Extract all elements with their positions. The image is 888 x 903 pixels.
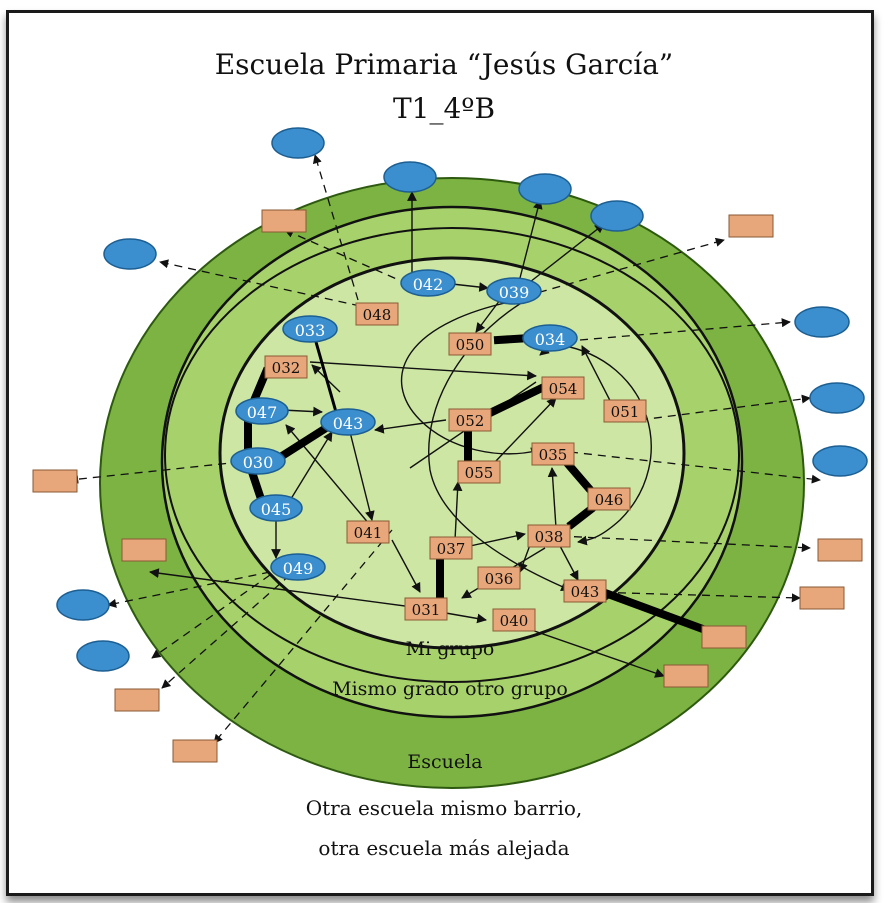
- outer-boy-node: [32, 469, 78, 493]
- svg-text:055: 055: [465, 464, 494, 482]
- node-030: 030: [230, 447, 286, 475]
- outer-boy-node: [172, 739, 218, 763]
- dashed-links: [69, 154, 821, 744]
- node-043-boy: 043: [563, 579, 607, 603]
- node-045: 045: [249, 494, 303, 522]
- svg-text:048: 048: [363, 306, 392, 324]
- outer-girl-node: [383, 161, 437, 193]
- node-039: 039: [486, 277, 542, 305]
- node-034: 034: [522, 324, 578, 352]
- school-ring-line: [164, 227, 740, 683]
- zone-label-mi-grupo: Mi grupo: [406, 638, 495, 660]
- node-047: 047: [235, 397, 289, 425]
- svg-text:032: 032: [272, 359, 301, 377]
- outer-girl-node: [518, 173, 572, 205]
- svg-text:039: 039: [499, 283, 530, 302]
- outer-girl-node: [809, 382, 865, 414]
- node-031: 031: [404, 597, 448, 621]
- outer-girl-node: [794, 306, 850, 338]
- node-041: 041: [346, 520, 390, 544]
- outer-boy-node: [799, 586, 845, 610]
- outer-girl-node: [812, 445, 868, 477]
- labeled-nodes: 042 039 033 034 047 043 030 045: [230, 269, 647, 632]
- outer-girl-node: [590, 200, 644, 232]
- svg-text:043: 043: [571, 583, 600, 601]
- outer-girl-node: [76, 640, 130, 672]
- svg-text:037: 037: [437, 540, 466, 558]
- svg-text:052: 052: [456, 412, 485, 430]
- svg-text:041: 041: [354, 524, 383, 542]
- node-036: 036: [477, 566, 521, 590]
- outer-boy-node: [121, 538, 167, 562]
- node-046: 046: [587, 487, 631, 511]
- zone-label-escuela: Escuela: [407, 751, 482, 773]
- node-043: 043: [320, 408, 376, 436]
- svg-text:049: 049: [283, 559, 314, 578]
- node-042: 042: [400, 269, 456, 297]
- diagram-title: Escuela Primaria “Jesús García”: [214, 48, 674, 81]
- zone-label-mas-alejada: otra escuela más alejada: [318, 836, 570, 860]
- svg-text:042: 042: [413, 275, 444, 294]
- svg-text:054: 054: [549, 380, 578, 398]
- outer-boy-node: [701, 625, 747, 649]
- outer-boy-node: [114, 688, 160, 712]
- inner-circle: [218, 256, 686, 650]
- svg-text:030: 030: [243, 453, 274, 472]
- outer-girl-node: [56, 589, 110, 621]
- svg-text:038: 038: [535, 528, 564, 546]
- node-037: 037: [429, 536, 473, 560]
- node-051: 051: [603, 399, 647, 423]
- svg-text:043: 043: [333, 414, 364, 433]
- svg-text:035: 035: [539, 446, 568, 464]
- svg-text:034: 034: [535, 330, 566, 349]
- svg-text:033: 033: [295, 321, 326, 340]
- svg-text:040: 040: [500, 612, 529, 630]
- zone-label-mismo-grado: Mismo grado otro grupo: [332, 678, 568, 700]
- svg-text:046: 046: [595, 491, 624, 509]
- svg-text:031: 031: [412, 601, 441, 619]
- outer-nodes: [32, 127, 868, 763]
- outer-girl-node: [103, 238, 157, 270]
- svg-text:051: 051: [611, 403, 640, 421]
- node-033: 033: [282, 315, 338, 343]
- node-040: 040: [492, 608, 536, 632]
- outer-girl-node: [271, 127, 325, 159]
- svg-text:050: 050: [456, 336, 485, 354]
- outer-boy-node: [817, 538, 863, 562]
- node-035: 035: [531, 442, 575, 466]
- outer-boy-node: [728, 214, 774, 238]
- node-050: 050: [448, 332, 492, 356]
- node-049: 049: [270, 553, 326, 581]
- zone-label-otra-escuela: Otra escuela mismo barrio,: [305, 796, 583, 820]
- node-032: 032: [264, 355, 308, 379]
- thin-link-033-030: [314, 341, 338, 413]
- svg-text:045: 045: [261, 500, 292, 519]
- node-048: 048: [355, 302, 399, 326]
- svg-text:036: 036: [485, 570, 514, 588]
- node-055: 055: [457, 460, 501, 484]
- diagram-subtitle: T1_4ºB: [392, 92, 496, 125]
- svg-text:047: 047: [247, 403, 278, 422]
- node-052: 052: [448, 408, 492, 432]
- outer-boy-node: [663, 664, 709, 688]
- node-038: 038: [527, 524, 571, 548]
- outer-boy-node: [261, 209, 307, 233]
- node-054: 054: [541, 376, 585, 400]
